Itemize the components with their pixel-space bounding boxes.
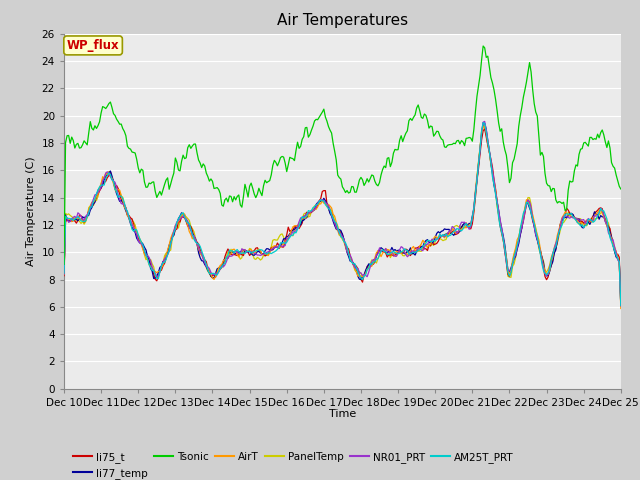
Title: Air Temperatures: Air Temperatures — [277, 13, 408, 28]
Text: WP_flux: WP_flux — [67, 39, 120, 52]
Legend: li75_t, li77_temp, Tsonic, AirT, PanelTemp, NR01_PRT, AM25T_PRT: li75_t, li77_temp, Tsonic, AirT, PanelTe… — [69, 448, 518, 480]
X-axis label: Time: Time — [329, 409, 356, 419]
Y-axis label: Air Temperature (C): Air Temperature (C) — [26, 156, 36, 266]
